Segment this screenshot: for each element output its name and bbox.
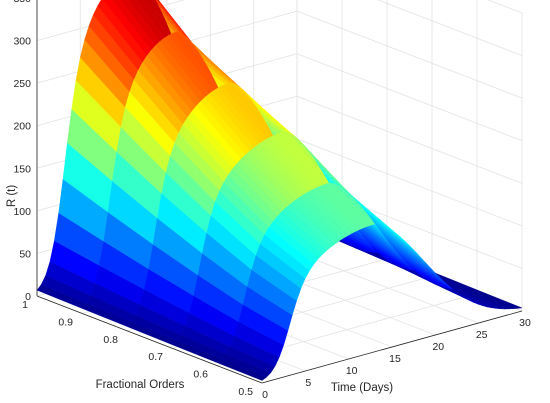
x-axis-label: Time (Days) xyxy=(331,382,393,394)
x-tick-label: 10 xyxy=(346,365,358,377)
z-tick-label: 50 xyxy=(19,248,31,260)
axes-edges xyxy=(36,0,523,384)
z-tick-label: 300 xyxy=(13,36,31,48)
grid-line xyxy=(296,138,523,227)
z-tick-label: 100 xyxy=(13,206,31,218)
z-tick-label: 200 xyxy=(13,121,31,133)
grid-line xyxy=(296,95,523,184)
y-tick-label: 1 xyxy=(22,299,28,311)
z-tick-label: 350 xyxy=(13,0,31,5)
y-tick-label: 0.8 xyxy=(103,334,118,346)
grid-line xyxy=(377,0,523,56)
x-tick-label: 15 xyxy=(389,353,401,365)
tick-labels: 0 5 10 15 20 25 30 1 0.9 0.8 0.7 0.6 0.5 0 50 100 150 200… xyxy=(13,0,531,401)
y-axis-label: Fractional Orders xyxy=(96,379,185,391)
surface-patch xyxy=(472,289,523,309)
z-tick-label: 250 xyxy=(13,78,31,90)
grid-line xyxy=(36,0,186,41)
z-tick-label: 150 xyxy=(13,163,31,175)
x-tick-label: 25 xyxy=(476,329,488,341)
z-axis-label: R (t) xyxy=(6,185,18,208)
y-tick-label: 0.9 xyxy=(58,316,73,328)
x-tick-label: 30 xyxy=(519,317,531,329)
z-tick-label: 0 xyxy=(25,291,31,303)
x-tick-label: 0 xyxy=(262,389,268,401)
y-axis-line xyxy=(36,295,263,384)
y-tick-label: 0.5 xyxy=(238,386,253,398)
x-tick-label: 5 xyxy=(305,377,311,389)
surface-patch xyxy=(403,259,453,290)
x-axis-line xyxy=(261,310,523,384)
y-tick-label: 0.7 xyxy=(148,351,163,363)
y-tick-label: 0.6 xyxy=(193,369,208,381)
x-tick-label: 20 xyxy=(432,341,444,353)
surface xyxy=(36,0,523,381)
grid-line xyxy=(296,53,523,142)
grid-line xyxy=(487,0,523,14)
grid-line xyxy=(296,10,523,99)
